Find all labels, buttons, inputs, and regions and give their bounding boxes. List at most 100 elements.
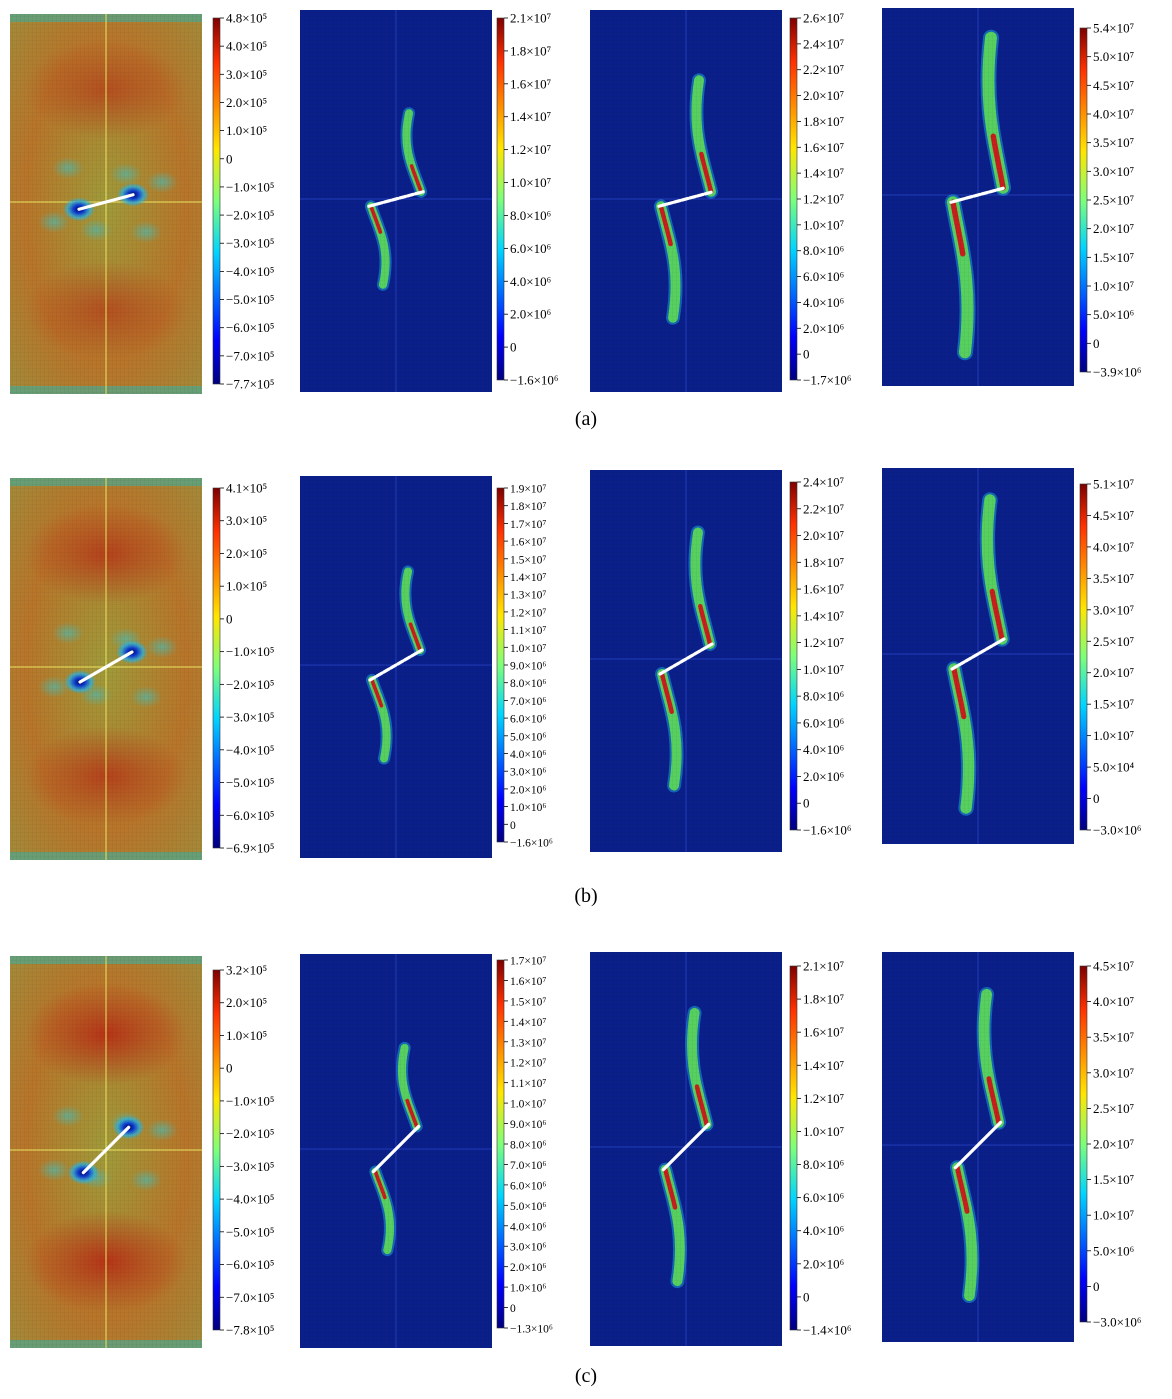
colorbar: 4.8×10⁵ 4.0×10⁵ 3.0×10⁵ 2.0×10⁵ 1.0×10⁵ 0 −1.0… — [212, 11, 274, 392]
colorbar-tick-label: 1.2×10⁷ — [510, 1058, 546, 1070]
colorbar-tick-label: 5.0×10⁶ — [1093, 1243, 1134, 1258]
initial-crack — [950, 637, 1006, 671]
initial-crack — [81, 1125, 131, 1175]
colorbar-tick-label: 2.4×10⁷ — [803, 36, 844, 51]
initial-crack — [78, 650, 134, 684]
colorbar-tick-label: −6.0×10⁵ — [226, 320, 274, 335]
damage-contour-plot: 2.1×10⁷ 1.8×10⁷ 1.6×10⁷ 1.4×10⁷ 1.2×10⁷ 1.0×1… — [590, 952, 851, 1346]
colorbar-tick-label: −3.0×10⁶ — [1093, 823, 1141, 838]
colorbar-tick-label: 0 — [1093, 791, 1100, 806]
colorbar-tick-label: 4.5×10⁷ — [1093, 78, 1134, 93]
colorbar-tick-label: 5.4×10⁷ — [1093, 21, 1134, 36]
colorbar-tick-label: 6.0×10⁶ — [510, 241, 551, 256]
colorbar-tick-label: 1.1×10⁷ — [510, 1078, 546, 1090]
colorbar: 3.2×10⁵ 2.0×10⁵ 1.0×10⁵ 0 −1.0×10⁵ −2.0×10⁵ −3… — [212, 963, 274, 1338]
colorbar-gradient — [1079, 27, 1088, 373]
colorbar-tick-label: 3.0×10⁶ — [510, 1242, 546, 1254]
colorbar-tick-label: 1.2×10⁷ — [803, 1091, 844, 1106]
panels-root: 4.8×10⁵ 4.0×10⁵ 3.0×10⁵ 2.0×10⁵ 1.0×10⁵ 0 −1.0… — [10, 8, 1141, 1387]
colorbar-tick-label: 1.4×10⁷ — [803, 1058, 844, 1073]
colorbar-tick-label: 2.2×10⁷ — [803, 62, 844, 77]
colorbar-tick-label: 3.0×10⁵ — [226, 513, 267, 528]
colorbar-tick-label: 2.4×10⁷ — [803, 475, 844, 490]
colorbar-tick-label: 1.0×10⁷ — [1093, 728, 1134, 743]
damage-contour-plot: 1.7×10⁷ 1.6×10⁷ 1.5×10⁷ 1.4×10⁷ 1.3×10⁷ 1.2×1… — [300, 954, 553, 1348]
colorbar-gradient — [496, 487, 505, 843]
mesh-overlay — [882, 468, 1074, 844]
colorbar-tick-label: 1.0×10⁵ — [226, 579, 267, 594]
colorbar-gradient — [789, 481, 798, 831]
colorbar-tick-label: 1.5×10⁷ — [1093, 697, 1134, 712]
colorbar-tick-label: 6.0×10⁶ — [803, 715, 844, 730]
colorbar-gradient — [212, 487, 221, 849]
colorbar-tick-label: −5.0×10⁵ — [226, 775, 274, 790]
initial-crack — [953, 1120, 1003, 1170]
colorbar-tick-label: 1.6×10⁷ — [803, 140, 844, 155]
colorbar-tick-label: 2.5×10⁷ — [1093, 634, 1134, 649]
colorbar-tick-label: 4.0×10⁶ — [510, 274, 551, 289]
colorbar-tick-label: 2.0×10⁷ — [1093, 221, 1134, 236]
colorbar-tick-label: −4.0×10⁵ — [226, 742, 274, 757]
panel-label: (b) — [574, 885, 597, 907]
initial-crack — [367, 190, 425, 208]
mesh-overlay — [590, 470, 782, 852]
colorbar-tick-label: 4.0×10⁶ — [510, 749, 546, 761]
damage-contour-plot: 2.6×10⁷ 2.4×10⁷ 2.2×10⁷ 2.0×10⁷ 1.8×10⁷ 1.6×1… — [590, 10, 851, 392]
colorbar-tick-label: 2.2×10⁷ — [803, 501, 844, 516]
colorbar-tick-label: 1.2×10⁷ — [510, 607, 546, 619]
colorbar-tick-label: 5.0×10⁶ — [510, 1201, 546, 1213]
colorbar-tick-label: 1.0×10⁵ — [226, 1028, 267, 1043]
colorbar-tick-label: 7.0×10⁶ — [510, 1160, 546, 1172]
panel-b: 4.1×10⁵ 3.0×10⁵ 2.0×10⁵ 1.0×10⁵ 0 −1.0×10⁵ −2.… — [10, 468, 1141, 907]
colorbar-tick-label: 0 — [510, 1303, 516, 1315]
colorbar-tick-label: −3.0×10⁶ — [1093, 1315, 1141, 1330]
panel-label: (a) — [575, 408, 597, 430]
colorbar-tick-label: 1.3×10⁷ — [510, 1037, 546, 1049]
colorbar-tick-label: 3.0×10⁷ — [1093, 164, 1134, 179]
colorbar-tick-label: −7.7×10⁵ — [226, 377, 274, 392]
mesh-overlay — [590, 10, 782, 392]
colorbar-tick-label: 0 — [1093, 336, 1100, 351]
colorbar-tick-label: 8.0×10⁶ — [803, 243, 844, 258]
colorbar: 5.4×10⁷ 5.0×10⁷ 4.5×10⁷ 4.0×10⁷ 3.5×10⁷ 3.0×1… — [1079, 21, 1141, 380]
colorbar-tick-label: 1.6×10⁷ — [803, 1025, 844, 1040]
colorbar-tick-label: 1.5×10⁷ — [510, 554, 546, 566]
colorbar-gradient — [496, 17, 505, 381]
colorbar-tick-label: 8.0×10⁶ — [803, 1157, 844, 1172]
colorbar-tick-label: 3.5×10⁷ — [1093, 1030, 1134, 1045]
colorbar-tick-label: 2.5×10⁷ — [1093, 193, 1134, 208]
colorbar-tick-label: 1.0×10⁶ — [510, 1283, 546, 1295]
colorbar-tick-label: 2.0×10⁵ — [226, 546, 267, 561]
colorbar-tick-label: 2.0×10⁶ — [510, 307, 551, 322]
colorbar-tick-label: 1.0×10⁷ — [803, 217, 844, 232]
colorbar-tick-label: 0 — [803, 347, 810, 362]
colorbar-tick-label: −2.0×10⁵ — [226, 677, 274, 692]
damage-contour-plot: 1.9×10⁷ 1.8×10⁷ 1.7×10⁷ 1.6×10⁷ 1.5×10⁷ 1.4×1… — [300, 476, 553, 858]
colorbar-tick-label: −1.6×10⁶ — [510, 373, 558, 388]
initial-crack — [661, 1122, 711, 1172]
colorbar: 2.4×10⁷ 2.2×10⁷ 2.0×10⁷ 1.8×10⁷ 1.6×10⁷ 1.4×1… — [789, 475, 851, 838]
colorbar-tick-label: 1.8×10⁷ — [510, 43, 551, 58]
panel-a: 4.8×10⁵ 4.0×10⁵ 3.0×10⁵ 2.0×10⁵ 1.0×10⁵ 0 −1.0… — [10, 8, 1141, 430]
colorbar-tick-label: 1.2×10⁷ — [510, 142, 551, 157]
colorbar-tick-label: 4.5×10⁷ — [1093, 959, 1134, 974]
colorbar-tick-label: −3.0×10⁵ — [226, 710, 274, 725]
colorbar-tick-label: 9.0×10⁶ — [510, 1119, 546, 1131]
colorbar-tick-label: 3.0×10⁷ — [1093, 602, 1134, 617]
mesh-overlay — [10, 14, 202, 394]
colorbar-tick-label: −3.9×10⁶ — [1093, 365, 1141, 380]
colorbar-tick-label: −6.9×10⁵ — [226, 841, 274, 856]
colorbar-tick-label: 1.0×10⁷ — [510, 1099, 546, 1111]
colorbar-tick-label: 2.0×10⁷ — [803, 88, 844, 103]
colorbar: 2.1×10⁷ 1.8×10⁷ 1.6×10⁷ 1.4×10⁷ 1.2×10⁷ 1.0×1… — [789, 959, 851, 1338]
colorbar-tick-label: 4.0×10⁶ — [803, 742, 844, 757]
panel-label: (c) — [575, 1365, 597, 1387]
mesh-overlay — [300, 10, 492, 392]
colorbar-tick-label: 1.0×10⁷ — [1093, 279, 1134, 294]
colorbar: 2.1×10⁷ 1.8×10⁷ 1.6×10⁷ 1.4×10⁷ 1.2×10⁷ 1.0×1… — [496, 11, 558, 388]
colorbar-tick-label: 1.8×10⁷ — [803, 555, 844, 570]
colorbar-tick-label: 3.5×10⁷ — [1093, 135, 1134, 150]
damage-contour-plot: 4.5×10⁷ 4.0×10⁷ 3.5×10⁷ 3.0×10⁷ 2.5×10⁷ 2.0×1… — [882, 952, 1141, 1342]
colorbar-tick-label: 1.4×10⁷ — [510, 109, 551, 124]
